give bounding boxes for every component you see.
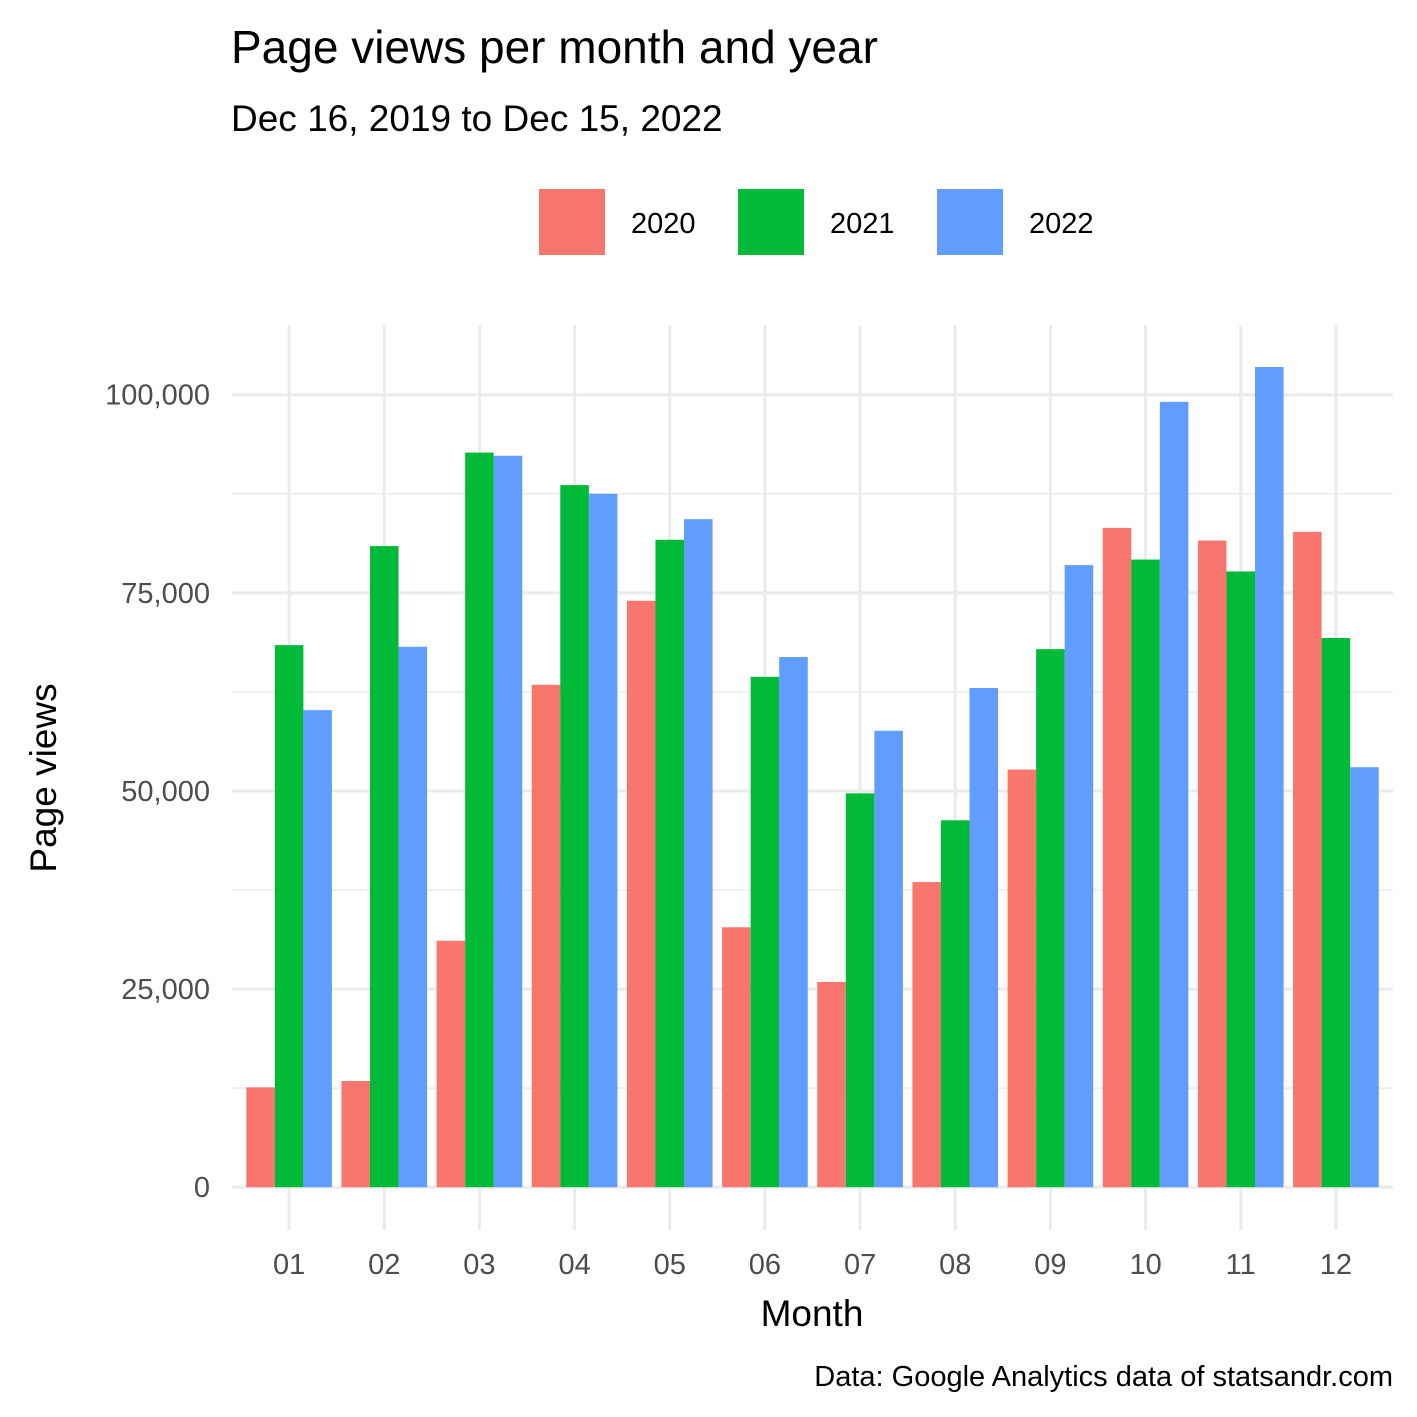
bar-2021-08 — [940, 820, 970, 1188]
bar-2022-07 — [874, 730, 903, 1188]
bar-2021-05 — [655, 539, 685, 1188]
bar-2021-06 — [750, 676, 780, 1188]
bar-2022-01 — [303, 710, 332, 1188]
bar-2021-03 — [465, 452, 494, 1188]
bar-2021-01 — [274, 645, 304, 1188]
bar-2020-03 — [436, 940, 466, 1188]
caption: Data: Google Analytics data of statsandr… — [814, 1361, 1393, 1393]
x-tick-label: 12 — [1320, 1249, 1352, 1281]
x-axis-title: Month — [761, 1293, 864, 1334]
bars — [246, 367, 1379, 1188]
y-tick-label: 25,000 — [121, 974, 210, 1006]
y-tick-label: 75,000 — [121, 578, 210, 610]
bar-2021-04 — [560, 485, 589, 1188]
legend-label: 2020 — [631, 208, 696, 240]
x-axis-ticks: 01 02 03 04 05 06 07 08 09 10 11 12 — [273, 1249, 1352, 1281]
x-tick-label: 05 — [654, 1249, 686, 1281]
bar-2022-05 — [684, 519, 713, 1188]
x-tick-label: 10 — [1129, 1249, 1161, 1281]
chart-title: Page views per month and year — [231, 21, 878, 73]
legend-key-2022 — [937, 189, 1003, 255]
x-tick-label: 03 — [463, 1249, 495, 1281]
bar-2020-12 — [1293, 531, 1322, 1188]
x-tick-label: 09 — [1034, 1249, 1066, 1281]
bar-2020-01 — [246, 1087, 275, 1188]
bar-2022-11 — [1255, 367, 1284, 1188]
bar-2020-06 — [722, 927, 751, 1188]
bar-2022-09 — [1064, 565, 1094, 1188]
bar-2020-09 — [1007, 769, 1037, 1188]
legend-key-2021 — [738, 189, 804, 255]
x-tick-label: 02 — [368, 1249, 400, 1281]
bar-2022-04 — [588, 493, 618, 1188]
legend: 2020 2021 2022 — [539, 189, 1094, 255]
bar-2022-08 — [969, 687, 999, 1188]
bar-2021-09 — [1036, 649, 1065, 1188]
x-tick-label: 07 — [844, 1249, 876, 1281]
chart-subtitle: Dec 16, 2019 to Dec 15, 2022 — [231, 98, 723, 139]
x-tick-label: 01 — [273, 1249, 305, 1281]
bar-2020-05 — [626, 600, 656, 1188]
bar-2020-08 — [912, 882, 941, 1188]
bar-2022-03 — [493, 455, 523, 1188]
x-tick-label: 11 — [1226, 1249, 1256, 1281]
bar-2020-04 — [531, 684, 561, 1188]
bar-2021-11 — [1226, 571, 1256, 1188]
y-axis-ticks: 0 25,000 50,000 75,000 100,000 — [105, 380, 210, 1204]
legend-label: 2021 — [830, 208, 895, 240]
legend-label: 2022 — [1029, 208, 1094, 240]
bar-2022-12 — [1350, 767, 1379, 1188]
bar-2020-10 — [1102, 527, 1132, 1188]
x-tick-label: 08 — [939, 1249, 971, 1281]
x-tick-label: 04 — [558, 1249, 590, 1281]
bar-2021-10 — [1131, 559, 1160, 1188]
bar-2020-02 — [341, 1081, 370, 1188]
bar-2021-12 — [1321, 638, 1351, 1188]
y-tick-label: 0 — [194, 1172, 210, 1204]
bar-2022-06 — [779, 657, 808, 1188]
legend-key-2020 — [539, 189, 605, 255]
y-axis-title: Page views — [23, 683, 64, 872]
y-tick-label: 100,000 — [105, 380, 210, 412]
bar-2022-10 — [1159, 401, 1189, 1188]
bar-2021-07 — [845, 793, 875, 1188]
x-tick-label: 06 — [749, 1249, 781, 1281]
y-tick-label: 50,000 — [121, 776, 210, 808]
bar-2020-11 — [1197, 540, 1227, 1188]
bar-2020-07 — [817, 981, 846, 1188]
bar-2021-02 — [369, 546, 399, 1188]
bar-2022-02 — [398, 646, 428, 1188]
